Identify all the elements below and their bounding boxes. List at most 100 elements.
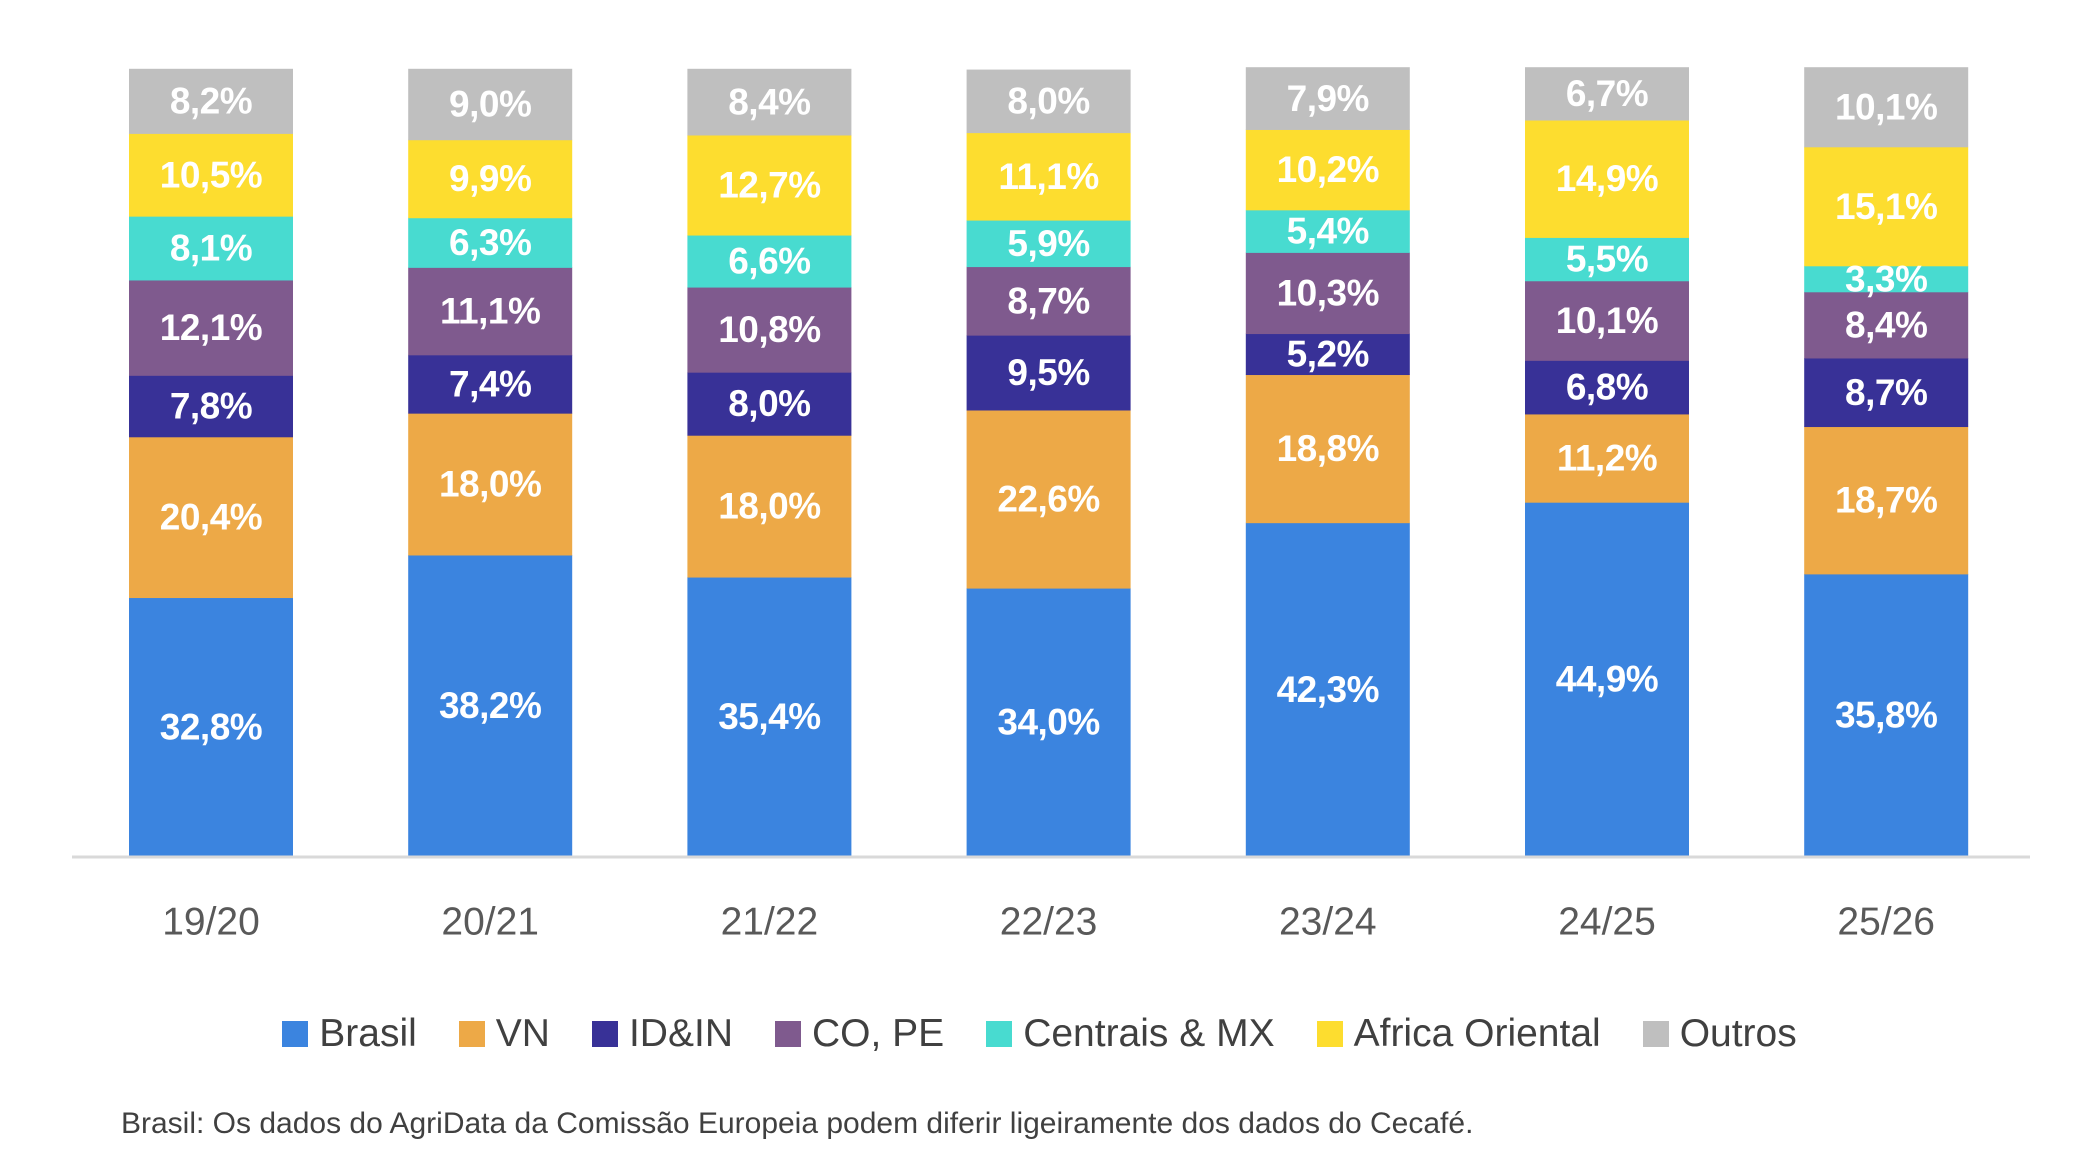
x-tick-label: 22/23 bbox=[1000, 901, 1098, 944]
bar-segment-id-in bbox=[1245, 333, 1410, 376]
data-label-co-pe: 11,1% bbox=[440, 291, 540, 332]
bar-21-22: 35,4% 18,0% 8,0% 10,8% 6,6% 12,7% 8,4% bbox=[687, 68, 852, 857]
bar-segment-centrais-mx bbox=[129, 216, 293, 281]
legend-label: Africa Oriental bbox=[1353, 1012, 1601, 1055]
legend-item-vn: VN bbox=[458, 1010, 550, 1058]
data-label-vn: 11,2% bbox=[1557, 438, 1657, 479]
bar-segment-africa-oriental bbox=[129, 133, 293, 217]
data-label-brasil: 42,3% bbox=[1277, 669, 1379, 710]
bar-segment-co-pe bbox=[687, 287, 852, 373]
data-label-outros: 6,7% bbox=[1566, 73, 1648, 114]
bar-segment-africa-oriental bbox=[687, 134, 852, 236]
data-label-brasil: 34,0% bbox=[997, 702, 1099, 743]
bar-segment-id-in bbox=[1525, 360, 1689, 415]
legend-swatch bbox=[1316, 1021, 1343, 1047]
bar-segment-centrais-mx bbox=[408, 217, 573, 268]
legend-swatch bbox=[458, 1021, 485, 1047]
bar-20-21: 38,2% 18,0% 7,4% 11,1% 6,3% 9,9% 9,0% bbox=[408, 68, 573, 857]
x-tick-label: 24/25 bbox=[1558, 901, 1656, 944]
data-label-outros: 8,0% bbox=[1007, 81, 1089, 122]
data-label-id-in: 7,4% bbox=[449, 363, 531, 404]
bar-segment-brasil bbox=[129, 597, 293, 857]
bar-segment-brasil bbox=[1525, 502, 1689, 857]
data-label-africa-oriental: 11,1% bbox=[998, 156, 1098, 197]
bar-segment-brasil bbox=[1245, 522, 1410, 857]
bar-segment-co-pe bbox=[1804, 291, 1969, 359]
bar-segment-africa-oriental bbox=[1245, 129, 1410, 211]
bar-segment-centrais-mx bbox=[1525, 237, 1689, 282]
data-label-centrais-mx: 8,1% bbox=[170, 228, 252, 269]
x-tick-label: 19/20 bbox=[162, 901, 260, 944]
bar-segment-brasil bbox=[966, 588, 1131, 857]
data-label-africa-oriental: 15,1% bbox=[1835, 186, 1937, 227]
bar-segment-outros bbox=[129, 68, 293, 134]
data-label-id-in: 7,8% bbox=[170, 386, 252, 427]
legend-label: Outros bbox=[1679, 1012, 1797, 1055]
data-label-centrais-mx: 5,9% bbox=[1007, 223, 1089, 264]
legend-label: Brasil bbox=[319, 1012, 417, 1055]
bar-segment-vn bbox=[408, 413, 573, 556]
bars-group: 32,8% 20,4% 7,8% 12,1% 8,1% 10,5% 8,2% 38,2% 18,… bbox=[129, 67, 1969, 857]
data-label-co-pe: 10,8% bbox=[718, 309, 820, 350]
data-label-vn: 18,0% bbox=[718, 486, 820, 527]
bar-segment-id-in bbox=[1804, 357, 1969, 428]
bar-segment-africa-oriental bbox=[408, 139, 573, 219]
legend: Brasil VN ID&IN CO, PE Centrais & MX Africa O… bbox=[0, 1010, 2079, 1058]
data-label-id-in: 8,7% bbox=[1845, 372, 1927, 413]
bar-segment-outros bbox=[408, 68, 573, 141]
legend-item-outros: Outros bbox=[1642, 1010, 1797, 1058]
bar-segment-vn bbox=[1804, 426, 1969, 575]
data-label-africa-oriental: 10,5% bbox=[160, 154, 262, 195]
data-label-vn: 22,6% bbox=[997, 479, 1099, 520]
data-label-vn: 18,0% bbox=[439, 464, 541, 505]
bar-segment-vn bbox=[1525, 413, 1689, 503]
data-label-outros: 8,2% bbox=[170, 81, 252, 122]
bar-segment-centrais-mx bbox=[1804, 265, 1969, 293]
data-label-id-in: 9,5% bbox=[1007, 352, 1089, 393]
data-label-co-pe: 10,1% bbox=[1556, 300, 1658, 341]
data-label-africa-oriental: 9,9% bbox=[449, 158, 531, 199]
legend-swatch bbox=[986, 1021, 1013, 1047]
legend-swatch bbox=[282, 1021, 309, 1047]
data-label-brasil: 32,8% bbox=[160, 706, 262, 747]
data-label-brasil: 44,9% bbox=[1556, 659, 1658, 700]
data-label-africa-oriental: 12,7% bbox=[718, 165, 820, 206]
legend-swatch bbox=[591, 1021, 618, 1047]
bar-segment-centrais-mx bbox=[1245, 209, 1410, 253]
data-label-co-pe: 10,3% bbox=[1277, 272, 1379, 313]
bar-segment-id-in bbox=[408, 354, 573, 414]
data-label-vn: 18,8% bbox=[1277, 428, 1379, 469]
data-label-id-in: 6,8% bbox=[1566, 367, 1648, 408]
bar-segment-id-in bbox=[687, 372, 852, 436]
x-tick-label: 20/21 bbox=[441, 901, 539, 944]
bar-24-25: 44,9% 11,2% 6,8% 10,1% 5,5% 14,9% 6,7% bbox=[1525, 67, 1689, 857]
data-label-outros: 10,1% bbox=[1835, 87, 1937, 128]
legend-label: Centrais & MX bbox=[1023, 1012, 1275, 1055]
legend-item-africa-oriental: Africa Oriental bbox=[1316, 1010, 1601, 1058]
data-label-brasil: 38,2% bbox=[439, 685, 541, 726]
legend-swatch bbox=[774, 1021, 801, 1047]
bar-segment-outros bbox=[1804, 67, 1969, 148]
bar-segment-brasil bbox=[408, 554, 573, 857]
bar-segment-co-pe bbox=[966, 266, 1131, 336]
data-label-africa-oriental: 10,2% bbox=[1277, 149, 1379, 190]
legend-label: CO, PE bbox=[811, 1012, 945, 1055]
bar-23-24: 42,3% 18,8% 5,2% 10,3% 5,4% 10,2% 7,9% bbox=[1245, 67, 1410, 857]
data-label-centrais-mx: 5,4% bbox=[1287, 211, 1369, 252]
bar-segment-vn bbox=[1245, 374, 1410, 524]
legend-label: VN bbox=[495, 1012, 550, 1055]
bar-segment-africa-oriental bbox=[1525, 120, 1689, 238]
bar-22-23: 34,0% 22,6% 9,5% 8,7% 5,9% 11,1% 8,0% bbox=[966, 69, 1131, 857]
data-label-centrais-mx: 5,5% bbox=[1566, 239, 1648, 280]
data-label-vn: 18,7% bbox=[1835, 480, 1937, 521]
legend-label: ID&IN bbox=[628, 1012, 733, 1055]
bar-25-26: 35,8% 18,7% 8,7% 8,4% 3,3% 15,1% 10,1% bbox=[1804, 67, 1969, 857]
x-axis-labels: 19/20 20/21 21/22 22/23 23/24 24/25 25/26 bbox=[162, 901, 1935, 944]
data-label-outros: 9,0% bbox=[449, 84, 531, 125]
bar-segment-outros bbox=[1525, 67, 1689, 121]
bar-segment-centrais-mx bbox=[687, 235, 852, 288]
data-label-co-pe: 12,1% bbox=[160, 307, 262, 348]
bar-segment-co-pe bbox=[1245, 252, 1410, 335]
bar-segment-africa-oriental bbox=[966, 132, 1131, 221]
